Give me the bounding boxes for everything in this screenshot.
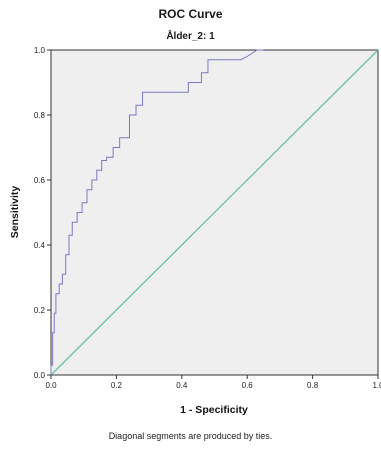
roc-curve-line	[50, 49, 264, 375]
x-tick-label: 1.0	[372, 381, 381, 390]
x-axis: 0.0 0.2 0.4 0.6 0.8 1.0	[45, 375, 381, 390]
x-tick-label: 0.2	[111, 381, 123, 390]
y-tick-label: 0.8	[34, 111, 46, 120]
y-axis-title: Sensitivity	[9, 186, 21, 239]
reference-line	[50, 49, 379, 376]
y-axis: 0.0 0.2 0.4 0.6 0.8 1.0	[34, 46, 51, 380]
chart-footnote: Diagonal segments are produced by ties.	[108, 431, 273, 441]
x-tick-label: 0.0	[45, 381, 57, 390]
y-tick-label: 0.2	[34, 306, 46, 315]
y-tick-label: 0.4	[34, 241, 46, 250]
chart-subtitle: Ålder_2: 1	[166, 31, 215, 42]
y-tick-label: 0.6	[34, 176, 46, 185]
y-tick-label: 0.0	[34, 371, 46, 380]
x-tick-label: 0.6	[242, 381, 254, 390]
x-axis-title: 1 - Specificity	[180, 404, 248, 416]
chart-title: ROC Curve	[158, 7, 223, 21]
y-tick-label: 1.0	[34, 46, 46, 55]
x-tick-label: 0.4	[176, 381, 188, 390]
x-tick-label: 0.8	[307, 381, 319, 390]
